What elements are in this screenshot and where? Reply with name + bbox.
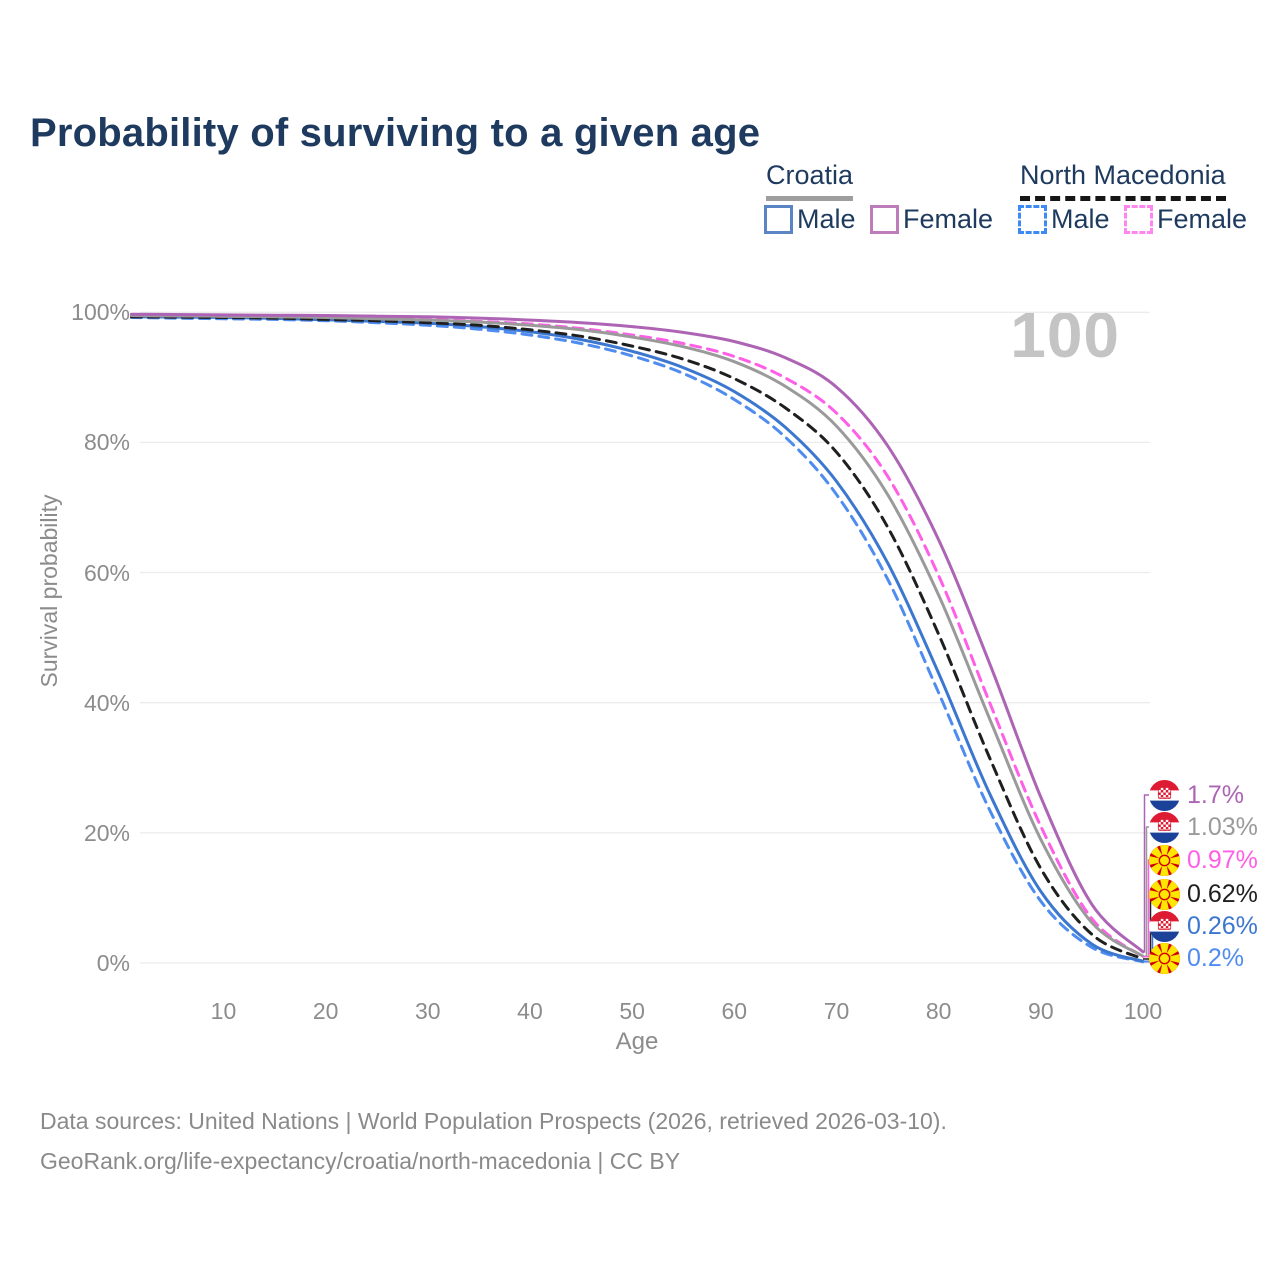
north-macedonia-flag-icon — [1149, 845, 1180, 876]
y-tick-label: 80% — [83, 429, 130, 456]
y-tick-label: 40% — [83, 689, 130, 716]
croatia-male-label: Male — [797, 204, 856, 234]
north-macedonia-flag-icon — [1149, 879, 1180, 910]
x-tick-label: 80 — [925, 998, 952, 1024]
page-title: Probability of surviving to a given age — [30, 110, 761, 155]
x-tick-label: 40 — [517, 998, 543, 1024]
y-tick-label: 20% — [83, 819, 130, 846]
end-label-croatia-male: 0.26% — [1149, 910, 1258, 942]
croatia-female-label: Female — [903, 204, 994, 234]
curve-croatia-female[interactable] — [130, 312, 1145, 954]
legend-group-north-macedonia[interactable]: North Macedonia — [1020, 160, 1226, 201]
croatia-flag-icon — [1149, 812, 1180, 843]
end-label-value: 0.26% — [1187, 911, 1258, 940]
legend-item-north-macedonia-female[interactable]: Female — [1124, 204, 1247, 235]
y-tick-label: 0% — [96, 950, 130, 976]
croatia-male-checkbox[interactable] — [764, 205, 793, 234]
end-label-value: 1.7% — [1187, 780, 1244, 809]
croatia-female-checkbox[interactable] — [870, 205, 899, 234]
x-tick-label: 10 — [210, 998, 237, 1024]
y-tick-label: 100% — [71, 299, 130, 326]
hovered-age-watermark: 100 — [1010, 299, 1120, 371]
curve-croatia[interactable] — [130, 314, 1145, 958]
end-label-north-macedonia-male: 0.2% — [1149, 942, 1244, 974]
end-label-north-macedonia: 0.62% — [1149, 878, 1258, 910]
end-label-value: 0.62% — [1187, 879, 1258, 908]
x-tick-label: 70 — [823, 998, 850, 1024]
north-macedonia-male-checkbox[interactable] — [1018, 205, 1047, 234]
croatia-flag-icon — [1149, 780, 1180, 811]
north-macedonia-male-label: Male — [1051, 204, 1110, 234]
legend-item-north-macedonia-male[interactable]: Male — [1018, 204, 1110, 235]
end-label-value: 0.2% — [1187, 943, 1244, 972]
end-label-value: 0.97% — [1187, 845, 1258, 874]
curve-north-macedonia[interactable] — [130, 315, 1145, 961]
x-axis-title: Age — [615, 1028, 659, 1055]
legend-item-croatia-female[interactable]: Female — [870, 204, 993, 235]
end-label-value: 1.03% — [1187, 812, 1258, 841]
curve-north-macedonia-male[interactable] — [130, 316, 1145, 964]
end-label-north-macedonia-female: 0.97% — [1149, 844, 1258, 876]
y-axis-title: Survival probability — [36, 494, 62, 688]
x-tick-label: 20 — [312, 998, 339, 1024]
x-tick-label: 100 — [1123, 998, 1163, 1024]
x-tick-label: 50 — [619, 998, 645, 1024]
x-tick-label: 90 — [1028, 998, 1054, 1024]
croatia-flag-icon — [1149, 911, 1180, 942]
north-macedonia-female-label: Female — [1157, 204, 1248, 234]
end-label-connector — [1143, 794, 1151, 953]
footer-data-sources: Data sources: United Nations | World Pop… — [40, 1108, 947, 1134]
north-macedonia-flag-icon — [1149, 943, 1180, 974]
footer-attribution: GeoRank.org/life-expectancy/croatia/nort… — [40, 1148, 681, 1174]
y-tick-label: 60% — [83, 559, 130, 586]
x-tick-label: 30 — [415, 998, 441, 1024]
curve-croatia-male[interactable] — [130, 315, 1145, 963]
x-tick-label: 60 — [721, 998, 748, 1024]
curve-north-macedonia-female[interactable] — [130, 314, 1145, 959]
end-label-croatia: 1.03% — [1149, 811, 1258, 843]
legend-group-croatia[interactable]: Croatia — [766, 160, 854, 201]
end-label-croatia-female: 1.7% — [1149, 779, 1244, 811]
legend-item-croatia-male[interactable]: Male — [764, 204, 856, 235]
north-macedonia-female-checkbox[interactable] — [1124, 205, 1153, 234]
